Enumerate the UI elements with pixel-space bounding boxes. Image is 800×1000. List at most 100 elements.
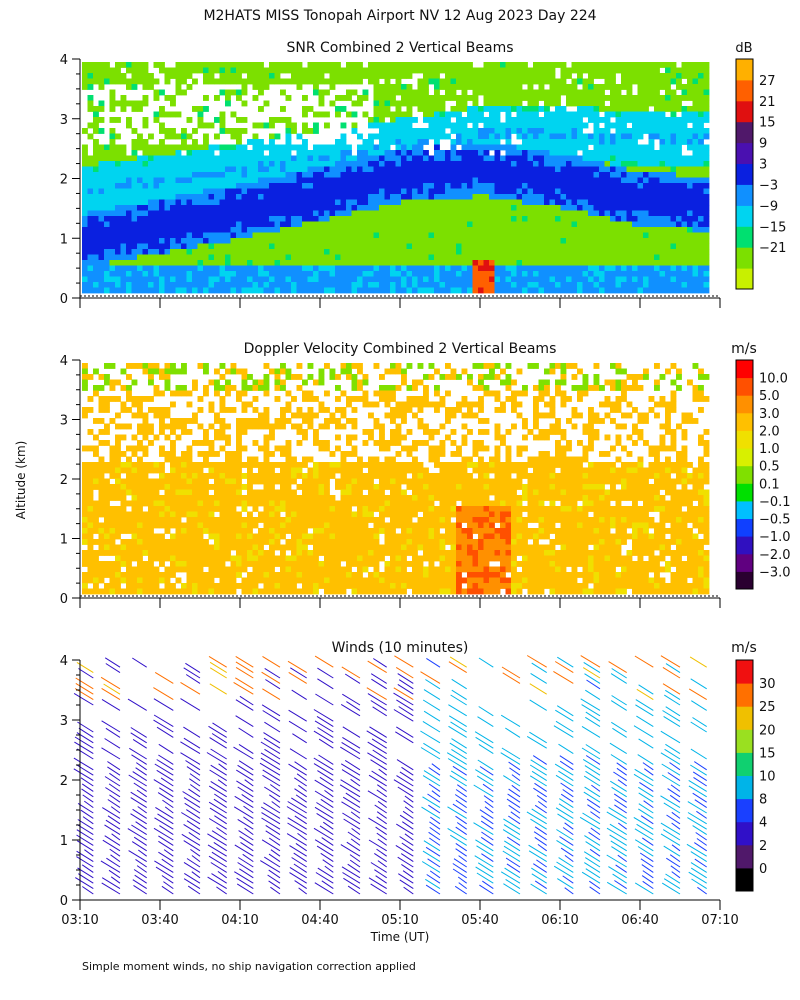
heatmap-cell	[648, 271, 655, 277]
heatmap-cell	[687, 238, 693, 244]
heatmap-cell	[186, 418, 193, 424]
heatmap-cell	[109, 221, 116, 228]
heatmap-cell	[406, 210, 413, 217]
heatmap-cell	[472, 260, 479, 266]
heatmap-cell	[280, 177, 286, 184]
heatmap-cell	[170, 467, 176, 474]
heatmap-cell	[230, 78, 237, 85]
heatmap-cell	[181, 172, 187, 178]
heatmap-cell	[687, 73, 693, 79]
heatmap-cell	[181, 533, 187, 540]
heatmap-cell	[137, 62, 143, 68]
heatmap-cell	[379, 62, 385, 68]
heatmap-cell	[307, 287, 314, 294]
colorbar-tick-label: 3	[759, 158, 767, 173]
heatmap-cell	[126, 254, 132, 261]
heatmap-cell	[577, 95, 583, 101]
heatmap-cell	[698, 271, 704, 277]
heatmap-cell	[439, 271, 446, 277]
heatmap-cell	[516, 216, 523, 222]
heatmap-cell	[126, 588, 132, 595]
heatmap-cell	[456, 205, 462, 211]
heatmap-cell	[445, 78, 451, 85]
heatmap-cell	[87, 122, 94, 129]
heatmap-cell	[357, 265, 363, 272]
heatmap-cell	[610, 73, 616, 79]
heatmap-cell	[384, 73, 391, 79]
heatmap-cell	[445, 67, 451, 74]
heatmap-cell	[335, 265, 341, 272]
heatmap-cell	[274, 199, 281, 206]
heatmap-cell	[544, 265, 550, 272]
heatmap-cell	[588, 265, 594, 272]
heatmap-cell	[230, 128, 237, 134]
heatmap-cell	[395, 111, 402, 118]
heatmap-cell	[670, 282, 677, 288]
heatmap-cell	[428, 100, 435, 107]
heatmap-cell	[368, 260, 374, 266]
heatmap-cell	[621, 161, 627, 167]
heatmap-cell	[104, 572, 110, 578]
heatmap-cell	[131, 249, 138, 255]
heatmap-cell	[175, 199, 182, 206]
heatmap-cell	[115, 462, 121, 468]
heatmap-cell	[164, 287, 171, 294]
heatmap-cell	[302, 139, 308, 145]
heatmap-cell	[357, 155, 363, 162]
heatmap-cell	[599, 287, 605, 294]
heatmap-cell	[258, 221, 264, 228]
heatmap-cell	[104, 374, 110, 380]
heatmap-cells	[82, 363, 710, 595]
heatmap-cell	[544, 95, 550, 101]
heatmap-cell	[648, 238, 655, 244]
heatmap-cell	[197, 194, 204, 200]
heatmap-cell	[274, 155, 281, 162]
heatmap-cell	[82, 205, 88, 211]
heatmap-cell	[461, 95, 468, 101]
heatmap-cell	[241, 276, 248, 283]
heatmap-cell	[87, 550, 94, 556]
heatmap-cell	[269, 199, 275, 206]
heatmap-cell	[538, 183, 545, 189]
heatmap-cell	[390, 260, 396, 266]
heatmap-cell	[175, 78, 182, 85]
heatmap-cell	[335, 172, 341, 178]
heatmap-cell	[500, 172, 506, 178]
heatmap-cell	[670, 67, 677, 74]
heatmap-cell	[604, 282, 611, 288]
heatmap-cell	[456, 62, 462, 68]
heatmap-cell	[296, 73, 303, 79]
heatmap-cell	[115, 62, 121, 68]
heatmap-cell	[384, 89, 391, 96]
heatmap-cell	[175, 232, 182, 239]
heatmap-cell	[516, 73, 523, 79]
heatmap-cell	[324, 144, 330, 151]
heatmap-cell	[98, 216, 105, 222]
heatmap-cell	[104, 188, 110, 195]
heatmap-cell	[192, 232, 198, 239]
heatmap-cell	[109, 577, 116, 584]
heatmap-cell	[280, 254, 286, 261]
heatmap-cell	[681, 62, 688, 68]
heatmap-cell	[461, 62, 468, 68]
heatmap-cell	[104, 254, 110, 261]
heatmap-cell	[555, 188, 561, 195]
heatmap-cell	[582, 282, 589, 288]
heatmap-cell	[538, 106, 545, 112]
heatmap-cell	[307, 243, 314, 250]
heatmap-cell	[82, 368, 88, 375]
heatmap-cell	[93, 122, 99, 129]
heatmap-cell	[665, 271, 671, 277]
heatmap-cell	[505, 254, 512, 261]
heatmap-cell	[247, 271, 253, 277]
colorbar-swatch	[736, 163, 753, 185]
heatmap-cell	[681, 194, 688, 200]
heatmap-cell	[137, 533, 143, 540]
heatmap-cell	[670, 232, 677, 239]
heatmap-cell	[307, 106, 314, 112]
heatmap-cell	[643, 172, 649, 178]
heatmap-cell	[313, 227, 319, 233]
heatmap-cell	[98, 374, 105, 380]
heatmap-cell	[357, 183, 363, 189]
